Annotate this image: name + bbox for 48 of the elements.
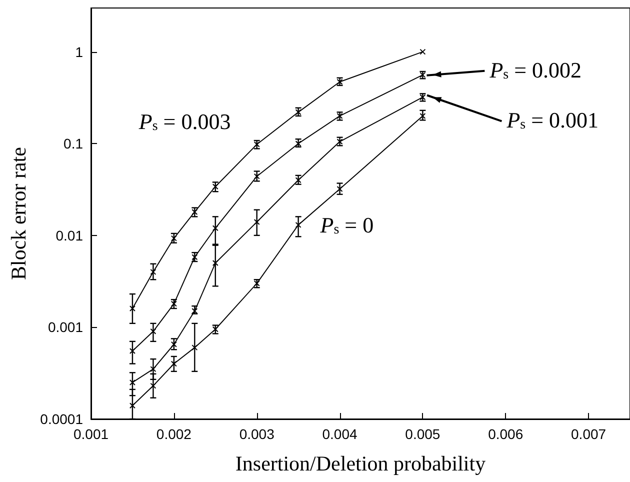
legend-label: Ps = 0.001 — [506, 108, 598, 133]
point — [192, 344, 198, 351]
point — [212, 225, 218, 232]
point — [150, 382, 156, 389]
point — [336, 186, 343, 192]
point — [192, 208, 198, 215]
point — [150, 268, 156, 275]
point — [420, 112, 426, 119]
point — [212, 260, 218, 266]
point — [254, 218, 260, 225]
y-tick-label: 1 — [75, 44, 84, 60]
point — [254, 280, 260, 286]
series-label: Ps = 0 — [319, 212, 374, 238]
y-tick-label: 0.1 — [64, 136, 84, 152]
legend-label: Ps = 0.002 — [488, 57, 582, 82]
y-axis-title: Block error rate — [6, 147, 30, 280]
point — [129, 379, 136, 386]
x-tick-label: 0.005 — [405, 426, 440, 442]
point — [295, 140, 302, 147]
y-tick-label: 0.001 — [48, 319, 84, 336]
point — [212, 184, 218, 190]
point — [170, 360, 177, 367]
point — [129, 402, 136, 409]
x-tick-label: 0.003 — [239, 426, 275, 442]
point — [170, 235, 177, 242]
point — [336, 112, 343, 119]
point — [420, 48, 426, 55]
point — [295, 222, 302, 228]
point — [170, 300, 177, 307]
point — [150, 328, 156, 334]
x-tick-label: 0.007 — [571, 426, 606, 442]
y-tick-label: 0.0001 — [40, 411, 84, 427]
y-tick-label: 0.01 — [56, 227, 84, 244]
point — [212, 326, 218, 332]
x-tick-label: 0.004 — [322, 426, 358, 442]
point — [129, 348, 136, 354]
point — [254, 173, 260, 180]
point — [170, 341, 177, 348]
series-label: Ps = 0.003 — [138, 108, 231, 134]
point — [336, 138, 343, 145]
point — [295, 177, 302, 184]
x-tick-label: 0.002 — [156, 426, 192, 442]
point — [254, 141, 260, 148]
x-axis-title: Insertion/Deletion probability — [235, 452, 486, 476]
point — [129, 305, 136, 312]
point — [295, 109, 302, 116]
x-tick-label: 0.006 — [488, 426, 524, 442]
point — [192, 254, 198, 260]
